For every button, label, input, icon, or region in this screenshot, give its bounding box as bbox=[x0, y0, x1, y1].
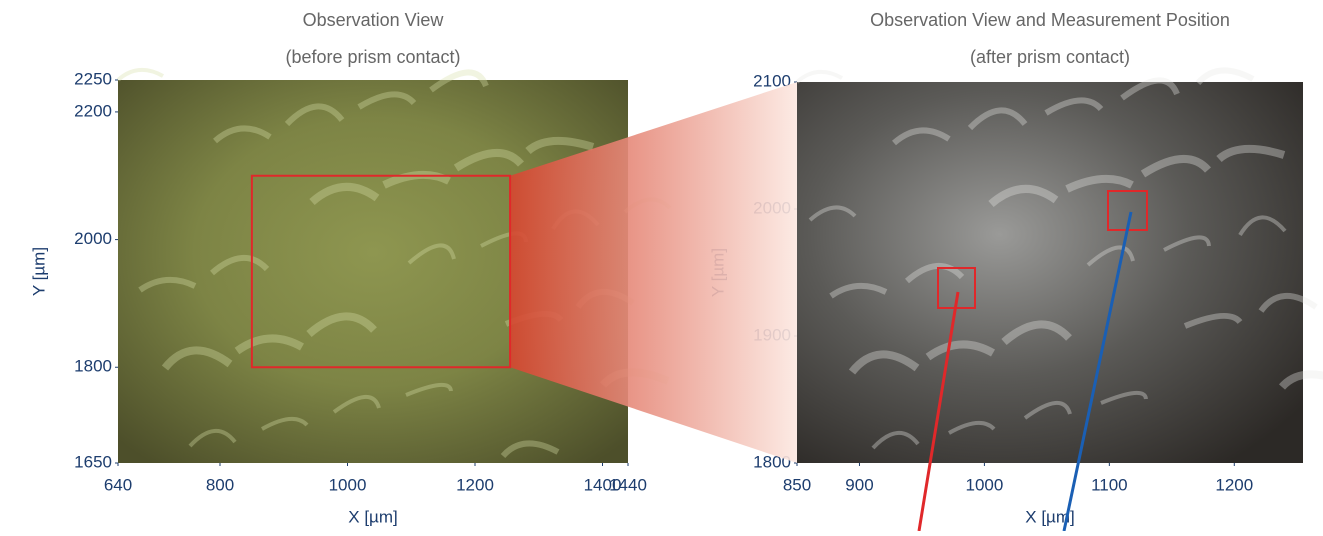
texture bbox=[453, 148, 525, 172]
y-tick-label: 2250 bbox=[74, 69, 112, 88]
texture bbox=[261, 417, 309, 431]
texture bbox=[1258, 292, 1318, 313]
y-tick-label: 2100 bbox=[753, 71, 791, 90]
pointer-blue bbox=[1062, 211, 1133, 532]
texture bbox=[210, 254, 270, 276]
x-tick-label: 1400 bbox=[584, 475, 622, 494]
texture bbox=[1140, 154, 1212, 178]
y-axis-label: Y [µm] bbox=[29, 247, 48, 296]
texture bbox=[116, 68, 164, 82]
texture bbox=[871, 431, 920, 450]
texture bbox=[234, 334, 304, 355]
texture bbox=[892, 127, 951, 146]
texture bbox=[500, 440, 560, 459]
texture bbox=[905, 262, 965, 284]
y-tick-label: 2200 bbox=[74, 101, 112, 120]
texture bbox=[284, 103, 345, 127]
x-tick-label: 1100 bbox=[1091, 475, 1128, 494]
texture bbox=[357, 91, 417, 110]
x-axis-label: X [µm] bbox=[1025, 507, 1074, 526]
subtitle: (after prism contact) bbox=[970, 47, 1130, 67]
texture bbox=[525, 136, 595, 155]
texture bbox=[1120, 77, 1180, 101]
title: Observation View bbox=[303, 10, 445, 30]
texture bbox=[1195, 67, 1255, 86]
texture bbox=[925, 340, 995, 361]
texture bbox=[848, 350, 920, 375]
texture bbox=[213, 125, 272, 144]
texture bbox=[188, 429, 237, 448]
texture bbox=[1163, 235, 1211, 252]
x-tick-label: 1200 bbox=[456, 475, 494, 494]
texture bbox=[1065, 174, 1134, 193]
texture bbox=[161, 346, 233, 371]
texture bbox=[306, 312, 377, 338]
y-tick-label: 1800 bbox=[74, 357, 112, 376]
y-tick-label: 2000 bbox=[74, 229, 112, 248]
texture bbox=[309, 182, 380, 206]
texture bbox=[948, 421, 996, 435]
texture bbox=[1086, 245, 1135, 267]
x-tick-label: 800 bbox=[206, 475, 234, 494]
pointer-red bbox=[917, 291, 960, 532]
texture bbox=[407, 243, 456, 265]
texture bbox=[138, 277, 197, 293]
texture bbox=[808, 205, 857, 222]
texture bbox=[988, 184, 1059, 208]
texture bbox=[1001, 320, 1072, 346]
x-tick-label: 850 bbox=[783, 475, 811, 494]
image bbox=[797, 82, 1303, 463]
y-tick-label: 1650 bbox=[74, 452, 112, 471]
texture bbox=[1100, 391, 1148, 405]
texture bbox=[1238, 215, 1287, 237]
texture bbox=[405, 383, 453, 397]
texture bbox=[829, 283, 888, 299]
texture bbox=[1278, 370, 1323, 390]
title: Observation View and Measurement Positio… bbox=[870, 10, 1230, 30]
zoom-fan bbox=[510, 82, 797, 463]
x-tick-label: 1200 bbox=[1215, 475, 1253, 494]
x-tick-label: 900 bbox=[845, 475, 873, 494]
x-tick-label: 1000 bbox=[965, 475, 1003, 494]
x-tick-label: 1440 bbox=[609, 475, 647, 494]
x-axis-label: X [µm] bbox=[348, 507, 397, 526]
x-tick-label: 640 bbox=[104, 475, 132, 494]
texture bbox=[1183, 313, 1243, 329]
subtitle: (before prism contact) bbox=[285, 47, 460, 67]
texture bbox=[967, 107, 1028, 131]
texture bbox=[332, 395, 381, 414]
texture bbox=[1023, 401, 1072, 420]
zoom-region bbox=[250, 174, 512, 369]
texture bbox=[1216, 144, 1286, 163]
texture bbox=[1044, 97, 1104, 116]
texture bbox=[429, 69, 489, 93]
x-tick-label: 1000 bbox=[329, 475, 367, 494]
texture bbox=[795, 70, 843, 84]
